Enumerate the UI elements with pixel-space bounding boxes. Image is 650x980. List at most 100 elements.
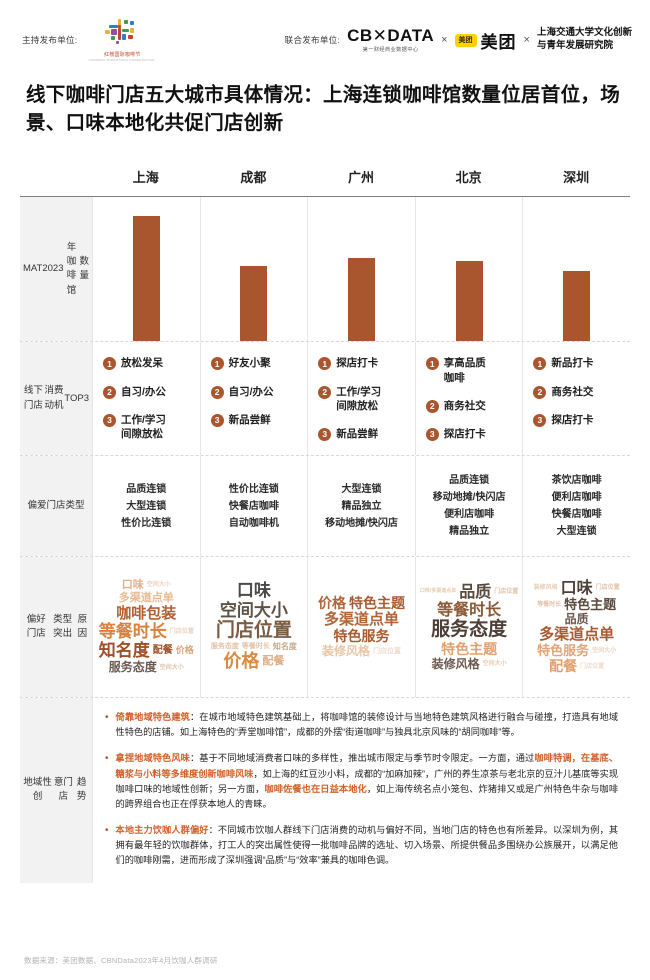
rank-badge-icon: 2: [533, 385, 547, 399]
row-label-preferred-store-type: 偏爱门店 类型: [20, 456, 92, 557]
word-cloud-cell: 价格 特色主题 多渠道点单 特色服务 装修风格 门店位置: [307, 557, 415, 698]
word-cloud-term: 特色主题: [348, 594, 405, 611]
rank-badge-icon: 3: [210, 413, 224, 427]
word-cloud-term: 多渠道点单: [539, 626, 615, 644]
motivation-label: 商务社交: [551, 385, 594, 398]
table-row-consumption-motivation: 线下门店 消费动机 TOP3 1 放松发呆 2 自习/办公 3 工作/学习 间隙放松 1 好友小聚 2…: [20, 342, 630, 457]
rank-badge-icon: 2: [103, 385, 116, 399]
word-cloud-term: 门店位置: [595, 585, 620, 592]
word-cloud-term: 空间大小: [219, 600, 288, 620]
motivation-label: 探店打卡: [336, 357, 379, 370]
trend-text: 倚靠地域特色建筑：在城市地域特色建筑基础上，将咖啡馆的装修设计与当地特色建筑风格…: [115, 712, 619, 738]
rank-badge-icon: 3: [533, 413, 547, 427]
word-cloud-cell: 口味 空间大小 门店位置 服务态度 等餐时长 知名度 价格 配餐: [199, 557, 308, 698]
hongbang-coffee-festival-logo: 红榜国际咖啡节 HONGBANG INTERNATIONAL COFFEE FE…: [85, 18, 159, 62]
trend-text: 本地主力饮咖人群偏好：不同城市饮咖人群线下门店消费的动机与偏好不同，当地门店的特…: [115, 825, 619, 866]
bullet-dot-icon: •: [105, 753, 109, 765]
word-cloud-term: 知名度: [272, 641, 297, 651]
sjtu-line-1: 上海交通大学文化创新: [536, 27, 632, 39]
separator-x-icon-1: ×: [441, 34, 448, 46]
motivation-label: 探店打卡: [551, 413, 594, 426]
motivation-item: 3 工作/学习 间隙放松: [103, 413, 194, 441]
motivation-label: 探店打卡: [443, 427, 486, 440]
bar-广州: [347, 258, 375, 342]
cbndata-subtitle: 第一财经商业数据中心: [362, 47, 419, 53]
word-cloud-term: 门店位置: [169, 628, 194, 635]
column-header-city: 北京: [455, 170, 482, 186]
motivation-item: 2 工作/学习 间隙放松: [318, 385, 409, 413]
word-cloud-term: 特色主题: [564, 597, 617, 613]
row-label-local-creative-trends: 地域性创 意门店 趋势: [20, 698, 92, 883]
trend-cells: • 倚靠地域特色建筑：在城市地域特色建筑基础上，将咖啡馆的装修设计与当地特色建筑风…: [92, 698, 630, 883]
motivation-cell: 1 探店打卡 2 工作/学习 间隙放松 3 新品尝鲜: [307, 342, 415, 456]
word-cloud-cells: 口味 空间大小 多渠道点单 咖啡包装 等餐时长 门店位置 知名度 配餐 价格 服务态度 空间大小 口味…: [92, 557, 630, 698]
motivation-label: 新品尝鲜: [336, 427, 379, 440]
motivation-label: 享高品质 咖啡: [443, 357, 486, 384]
bar-成都: [240, 266, 268, 342]
rank-badge-icon: 1: [533, 357, 547, 371]
word-cloud-term: 特色主题: [441, 640, 498, 657]
word-cloud-term: 特色服务: [333, 628, 390, 645]
bullet-dot-icon: •: [105, 712, 109, 724]
word-cloud-term: 服务态度: [431, 619, 508, 641]
column-header-city: 深圳: [563, 170, 590, 186]
city-comparison-table: 上海 成都 广州 北京 深圳 MAT2023 年咖啡馆 数量 线下门店 消费动机 TOP…: [20, 159, 630, 883]
word-cloud-term: 价格: [223, 651, 260, 672]
word-cloud-term: 口味: [236, 581, 271, 601]
motivation-item: 1 放松发呆: [103, 356, 194, 371]
word-cloud-成都: 口味 空间大小 门店位置 服务态度 等餐时长 知名度 价格 配餐: [204, 563, 305, 691]
word-cloud-term: 口味: [121, 578, 144, 591]
sjtu-institute-logo: 上海交通大学文化创新 与青年发展研究院: [537, 27, 632, 53]
bar-chart: [92, 197, 630, 342]
word-cloud-term: 空间大小: [482, 660, 507, 667]
bar-深圳: [563, 271, 591, 342]
word-cloud-北京: 口味/多渠道点单 品质 门店位置 等餐时长 服务态度 特色主题 装修风格 空间大小: [419, 563, 520, 691]
joint-publisher-group: 联合发布单位: CB✕DATA 第一财经商业数据中心 × 美团 美团 × 上海交…: [285, 27, 632, 53]
page-title: 线下咖啡门店五大城市具体情况：上海连锁咖啡馆数量位居首位，场景、口味本地化共促门…: [26, 84, 621, 134]
motivation-item: 3 新品尝鲜: [210, 413, 302, 427]
column-header-city: 成都: [240, 170, 267, 186]
word-cloud-cell: 口味/多渠道点单 品质 门店位置 等餐时长 服务态度 特色主题 装修风格 空间大小: [414, 557, 523, 698]
column-header-city: 上海: [132, 170, 159, 186]
motivation-cell: 1 放松发呆 2 自习/办公 3 工作/学习 间隙放松: [92, 342, 200, 456]
motivation-item: 1 好友小聚: [210, 356, 302, 371]
table-row-local-creative-trends: 地域性创 意门店 趋势 • 倚靠地域特色建筑：在城市地域特色建筑基础上，将咖啡馆的装修…: [20, 698, 630, 883]
motivation-label: 工作/学习 间隙放松: [121, 413, 166, 440]
preferred-type-cell: 品质连锁 大型连锁 性价比连锁: [92, 456, 200, 557]
trend-lead: 倚靠地域特色建筑: [115, 712, 190, 723]
preferred-type-cells: 品质连锁 大型连锁 性价比连锁 性价比连锁 快餐店咖啡 自动咖啡机 大型连锁 精品独立 移动地摊…: [92, 456, 630, 557]
motivation-label: 商务社交: [443, 399, 486, 412]
separator-x-icon-2: ×: [523, 34, 530, 46]
word-cloud-term: 服务态度: [108, 660, 157, 675]
word-cloud-term: 口味/多渠道点单: [419, 588, 457, 595]
bar-北京: [455, 261, 483, 342]
motivation-item: 2 商务社交: [425, 399, 517, 413]
cbndata-wordmark: CB✕DATA: [347, 26, 435, 45]
word-cloud-term: 空间大小: [592, 647, 617, 654]
trend-lead: 本地主力饮咖人群偏好: [115, 825, 209, 836]
motivation-cells: 1 放松发呆 2 自习/办公 3 工作/学习 间隙放松 1 好友小聚 2 自习/办公 3 新品尝鲜 1 探店…: [92, 342, 630, 456]
bar-上海: [132, 216, 160, 342]
rank-badge-icon: 1: [103, 357, 116, 371]
meituan-logo: 美团 美团: [454, 28, 517, 53]
preferred-type-cell: 大型连锁 精品独立 移动地摊/快闪店: [307, 456, 415, 557]
motivation-label: 自习/办公: [121, 385, 166, 398]
word-cloud-term: 等餐时长: [437, 601, 502, 619]
row-label-coffeeshop-count: MAT2023 年咖啡馆 数量: [20, 197, 92, 342]
host-publisher-group: 主持发布单位: 红榜国际咖: [22, 18, 159, 62]
joint-publisher-label: 联合发布单位:: [284, 35, 341, 45]
sjtu-line-2: 与青年发展研究院: [536, 40, 613, 51]
word-cloud-term: 服务态度: [210, 643, 239, 651]
word-cloud-term: 门店位置: [580, 663, 605, 670]
meituan-wordmark: 美团: [480, 32, 517, 52]
word-cloud-term: 等餐时长: [98, 621, 167, 641]
word-cloud-term: 等餐时长: [241, 643, 270, 651]
host-logo-name: 红榜国际咖啡节: [104, 51, 141, 58]
preferred-type-list: 性价比连锁 快餐店咖啡 自动咖啡机: [228, 483, 279, 529]
word-cloud-上海: 口味 空间大小 多渠道点单 咖啡包装 等餐时长 门店位置 知名度 配餐 价格 服务态度 空间大小: [96, 563, 197, 691]
word-cloud-term: 装修风格: [431, 656, 480, 671]
rank-badge-icon: 3: [318, 427, 332, 441]
logo-grid-icon: [105, 18, 139, 49]
bar-chart-cell: [522, 197, 630, 342]
